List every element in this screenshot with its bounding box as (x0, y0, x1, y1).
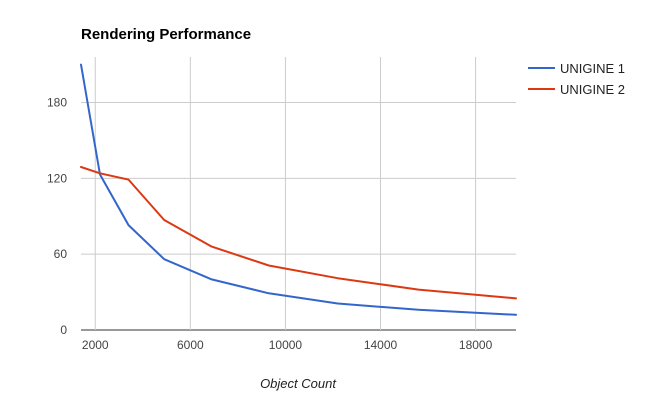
x-tick-label: 2000 (82, 338, 109, 352)
grid-lines (81, 57, 516, 331)
chart-title: Rendering Performance (81, 26, 251, 43)
y-tick-label: 60 (54, 247, 68, 261)
x-tick-label: 10000 (269, 338, 303, 352)
y-tick-label: 180 (47, 96, 67, 110)
series-line-2 (80, 166, 517, 300)
legend: UNIGINE 1 UNIGINE 2 (528, 61, 625, 97)
x-tick-label: 6000 (177, 338, 204, 352)
x-tick-label: 18000 (459, 338, 493, 352)
x-tick-label: 14000 (364, 338, 398, 352)
legend-label-1: UNIGINE 1 (560, 61, 625, 76)
series-line-1 (80, 63, 517, 316)
y-tick-label: 0 (60, 323, 67, 337)
x-tick-labels: 2000 6000 10000 14000 18000 (82, 338, 493, 352)
y-tick-labels: 0 60 120 180 (47, 96, 67, 338)
series-lines (80, 63, 517, 316)
y-tick-label: 120 (47, 171, 67, 185)
legend-label-2: UNIGINE 2 (560, 82, 625, 97)
x-axis-label: Object Count (260, 376, 337, 391)
